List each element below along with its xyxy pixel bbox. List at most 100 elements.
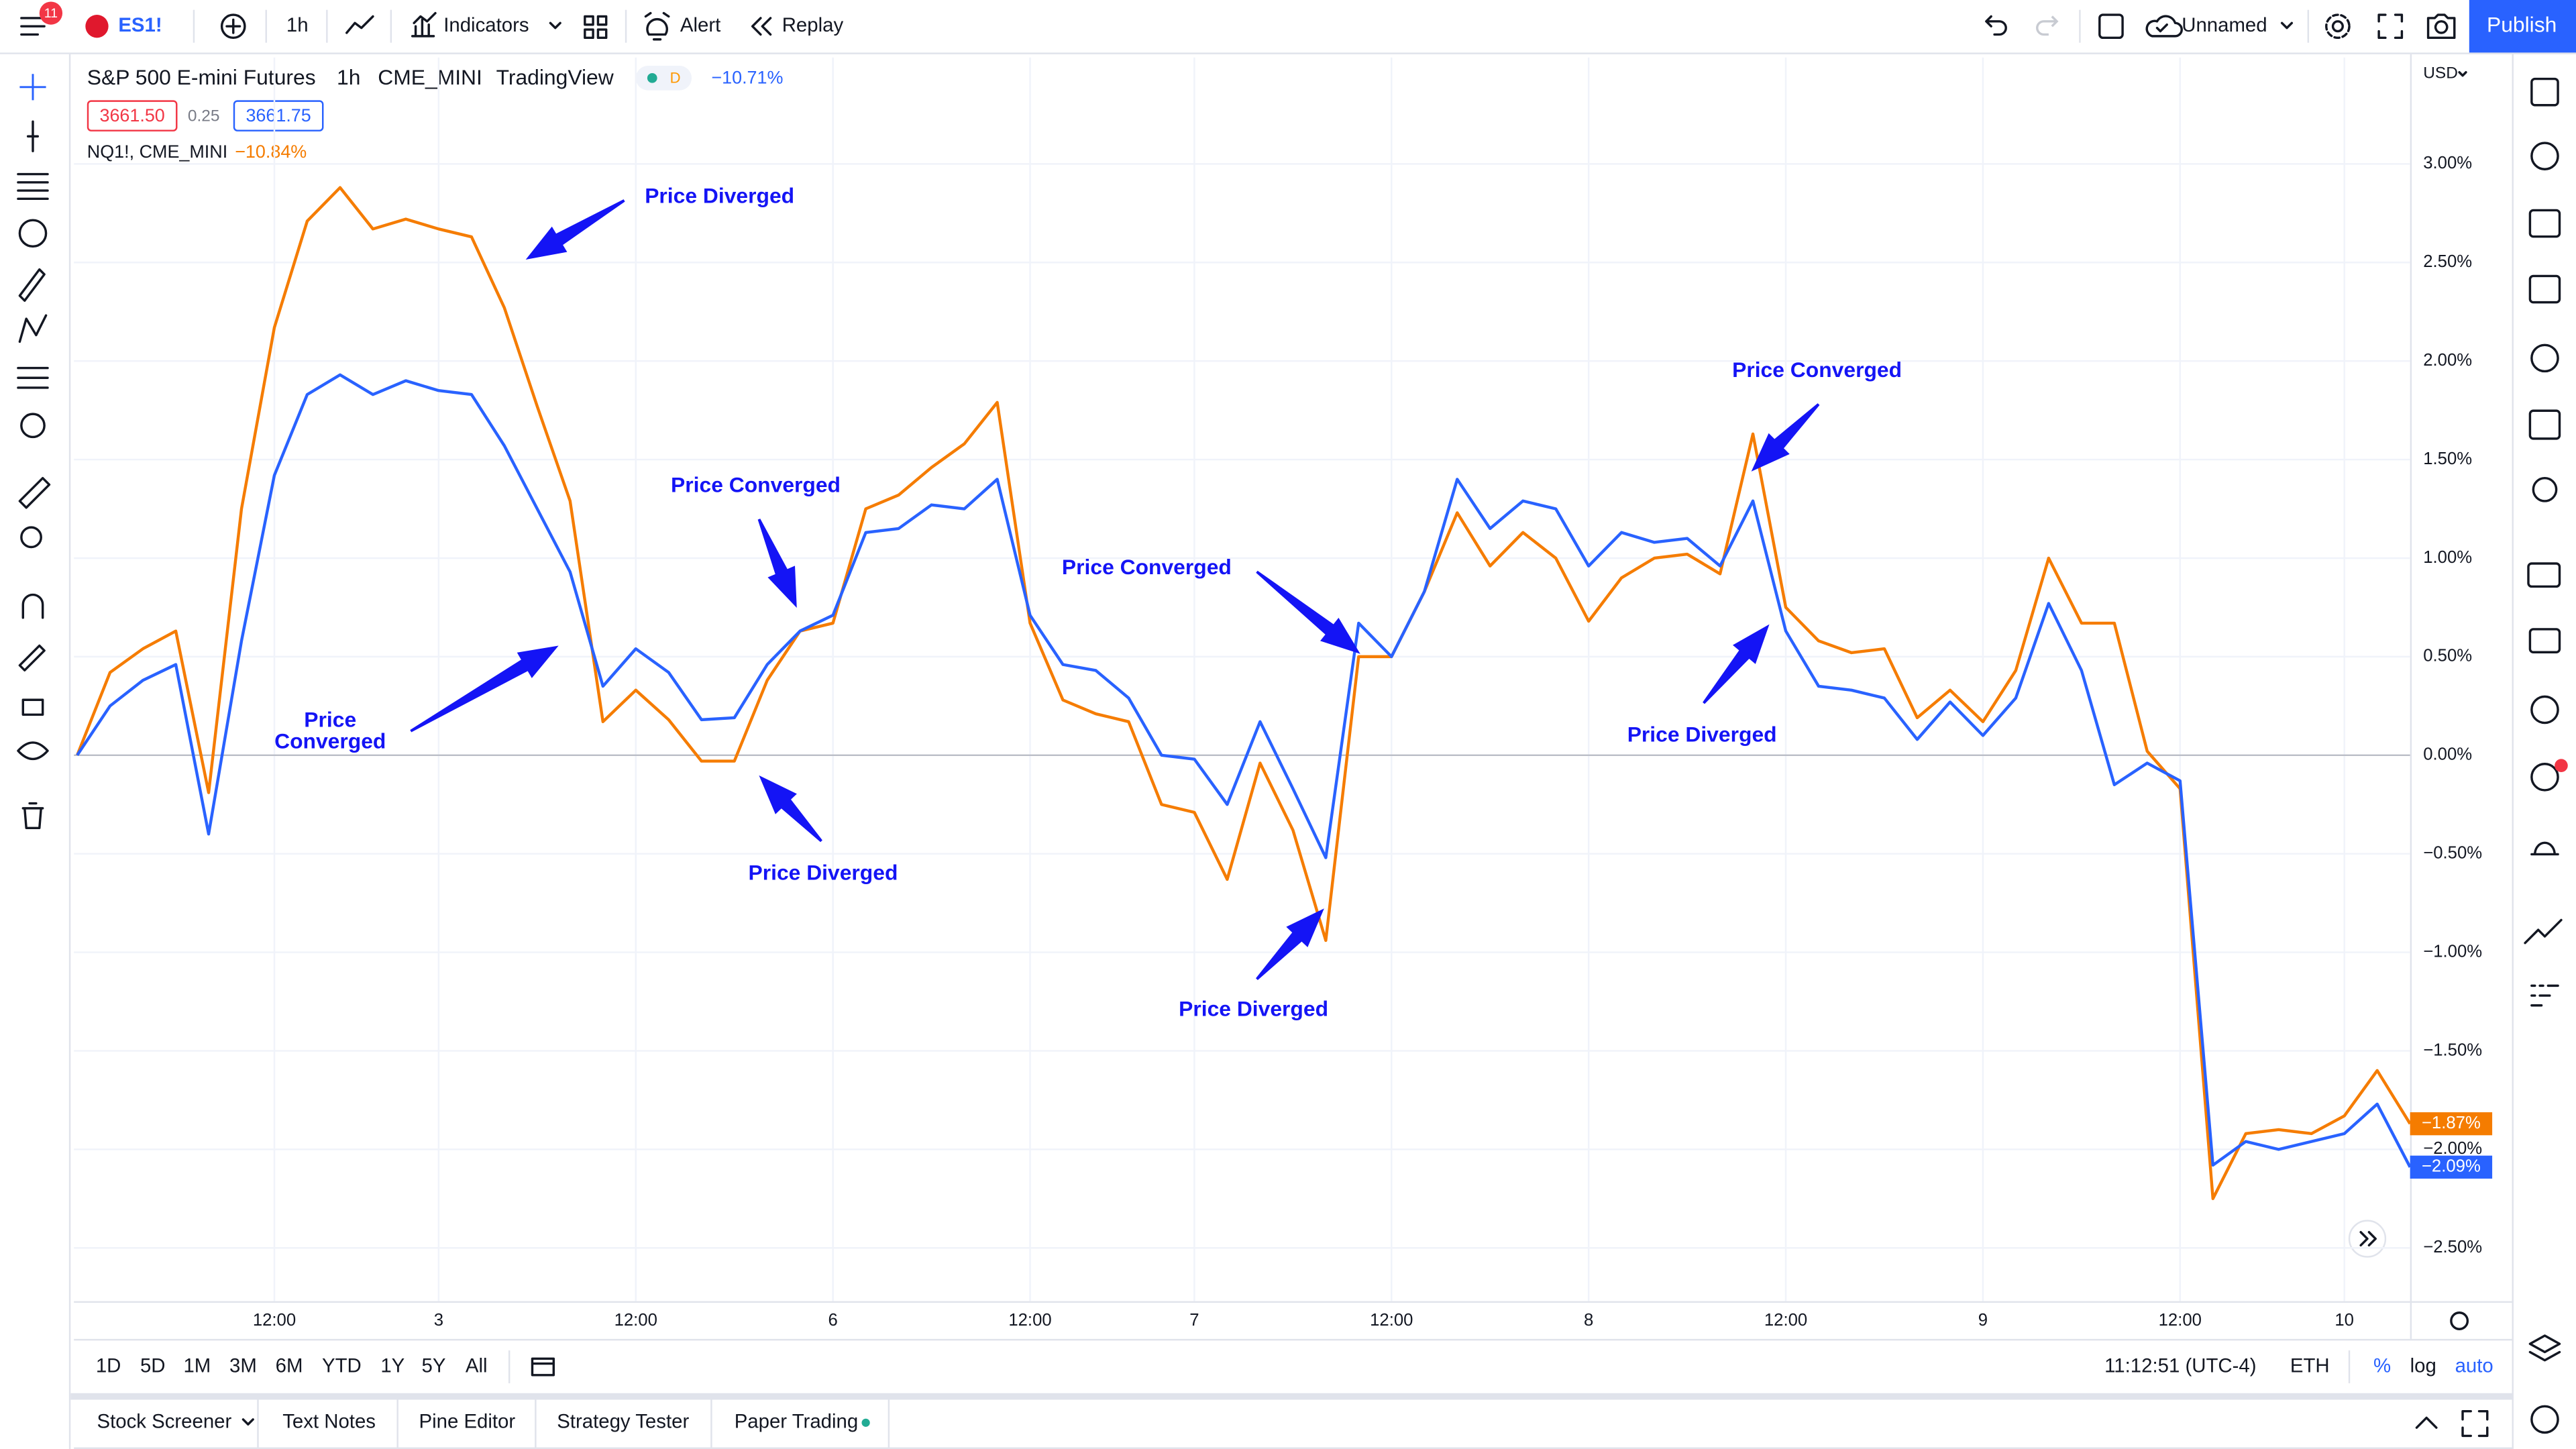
settings-icon[interactable] (2331, 20, 2344, 33)
layout-name[interactable]: Unnamed (2182, 14, 2267, 36)
clock[interactable]: 11:12:51 (UTC-4) (2104, 1354, 2256, 1377)
badge-count: 11 (44, 6, 58, 21)
right-toolbar-icons (2524, 77, 2568, 1434)
currency[interactable]: USD (2423, 64, 2458, 83)
range-1y[interactable]: 1Y (380, 1354, 405, 1377)
log-toggle[interactable]: log (2410, 1354, 2436, 1377)
chevron[interactable] (2280, 21, 2294, 30)
compare-icon[interactable] (220, 13, 246, 40)
axis-settings[interactable] (2450, 1311, 2469, 1330)
legend-interval: 1h (337, 65, 360, 89)
x-tick-label: 12:00 (614, 1311, 657, 1330)
session[interactable]: ETH (2290, 1354, 2330, 1377)
streams-icon[interactable] (2530, 695, 2559, 724)
help-icon[interactable] (2530, 1405, 2559, 1434)
hide-tool[interactable] (17, 741, 49, 761)
chats-icon[interactable] (2527, 562, 2561, 588)
range-ytd[interactable]: YTD (322, 1354, 362, 1377)
notifications-icon[interactable] (2530, 841, 2559, 856)
percent-toggle[interactable]: % (2373, 1354, 2391, 1377)
redo-icon[interactable] (2036, 15, 2059, 36)
annotation-text: Price Converged (671, 472, 841, 496)
broadcast-dot (2555, 759, 2568, 773)
annotation-arrow (410, 645, 559, 733)
range-3m[interactable]: 3M (229, 1354, 257, 1377)
tab[interactable]: Text Notes (282, 1411, 376, 1433)
range-1m[interactable]: 1M (183, 1354, 211, 1377)
magnet-tool[interactable] (21, 593, 44, 619)
symbol[interactable]: ES1! (118, 14, 162, 36)
public-chats-icon[interactable] (2528, 628, 2561, 653)
chevron[interactable] (2458, 71, 2467, 77)
trading-icon[interactable] (2524, 918, 2563, 945)
last-value-label: −2.09% (2422, 1157, 2481, 1176)
undo-icon[interactable] (1985, 15, 2007, 36)
annotation-text: Price Diverged (645, 183, 794, 207)
bottom-bar: 1D 5D 1M 3M 6M YTD 1Y 5Y All 11:12:51 (U… (96, 1350, 2493, 1384)
indicators-button[interactable]: Indicators (443, 14, 529, 36)
scroll-icon (2359, 1231, 2377, 1247)
projection-tool[interactable] (18, 314, 48, 343)
screenshot-icon[interactable] (2426, 13, 2456, 40)
annotation-text: Price Diverged (1179, 997, 1328, 1021)
alerts-icon[interactable] (2530, 142, 2559, 170)
collapse-icon[interactable] (2415, 1416, 2438, 1429)
tab[interactable]: Strategy Tester (557, 1411, 689, 1433)
zoom-tool[interactable] (20, 526, 42, 549)
crosshair-tool[interactable] (19, 74, 46, 101)
tab[interactable]: Paper Trading (735, 1411, 859, 1433)
pattern-tool[interactable] (18, 219, 48, 248)
publish-button-bg[interactable] (2469, 0, 2576, 53)
range-6m[interactable]: 6M (276, 1354, 303, 1377)
menu-icon[interactable] (20, 17, 46, 36)
layout-icon[interactable] (584, 15, 608, 40)
y-tick-label: 2.50% (2423, 252, 2472, 271)
maximize-icon[interactable] (2461, 1409, 2489, 1438)
buy-price[interactable]: 3661.75 (246, 105, 311, 125)
panel-divider (70, 1393, 2512, 1400)
data-window-icon[interactable] (2528, 274, 2561, 304)
interval[interactable]: 1h (286, 14, 309, 36)
news-icon[interactable] (2528, 209, 2561, 238)
chevron[interactable] (241, 1418, 254, 1426)
fullscreen-icon[interactable] (2377, 13, 2404, 40)
watchlist-icon[interactable] (2530, 77, 2559, 107)
stay-drawing-tool[interactable] (18, 644, 46, 672)
lock-tool[interactable] (21, 698, 44, 716)
tab[interactable]: Stock Screener (97, 1411, 231, 1433)
alert-button[interactable]: Alert (680, 14, 720, 36)
replay-button[interactable]: Replay (782, 14, 844, 36)
trend-line-tool[interactable] (26, 120, 40, 153)
plot-area: 3.00% 2.50% 2.00% 1.50% 1.00% 0.50% 0.00% −0.50… (74, 57, 2493, 1330)
annotation-text: Price Diverged (748, 860, 898, 884)
range-5y[interactable]: 5Y (422, 1354, 446, 1377)
market-status-pill[interactable] (635, 65, 692, 91)
ideas-icon[interactable] (2532, 476, 2558, 502)
sell-box[interactable] (87, 100, 178, 131)
chart-type-icon[interactable] (345, 15, 374, 34)
dom-icon[interactable] (2530, 984, 2559, 1007)
range-1d[interactable]: 1D (96, 1354, 121, 1377)
range-5d[interactable]: 5D (140, 1354, 166, 1377)
brush-tool[interactable] (18, 268, 46, 302)
delete-tool[interactable] (21, 802, 44, 829)
chevron[interactable] (549, 21, 561, 30)
layout-select-icon[interactable] (2098, 13, 2124, 40)
auto-toggle[interactable]: auto (2455, 1354, 2493, 1377)
calendar-icon[interactable] (2528, 409, 2561, 440)
ruler-tool[interactable] (18, 476, 51, 509)
y-tick-label: −2.00% (2423, 1139, 2482, 1158)
tab[interactable]: Pine Editor (419, 1411, 515, 1433)
buy-box[interactable] (233, 100, 324, 131)
sell-price[interactable]: 3661.50 (99, 105, 164, 125)
goto-date-icon[interactable] (531, 1357, 555, 1377)
broadcast-icon[interactable] (2530, 763, 2559, 792)
icon-tool[interactable] (20, 413, 46, 439)
fib-tool[interactable] (17, 172, 49, 201)
prediction-tool[interactable] (17, 366, 49, 389)
layers-icon[interactable] (2528, 1334, 2561, 1362)
hotlist-icon[interactable] (2530, 343, 2559, 373)
range-all[interactable]: All (466, 1354, 488, 1377)
x-tick-label: 3 (434, 1311, 443, 1330)
publish-button[interactable]: Publish (2487, 13, 2557, 37)
